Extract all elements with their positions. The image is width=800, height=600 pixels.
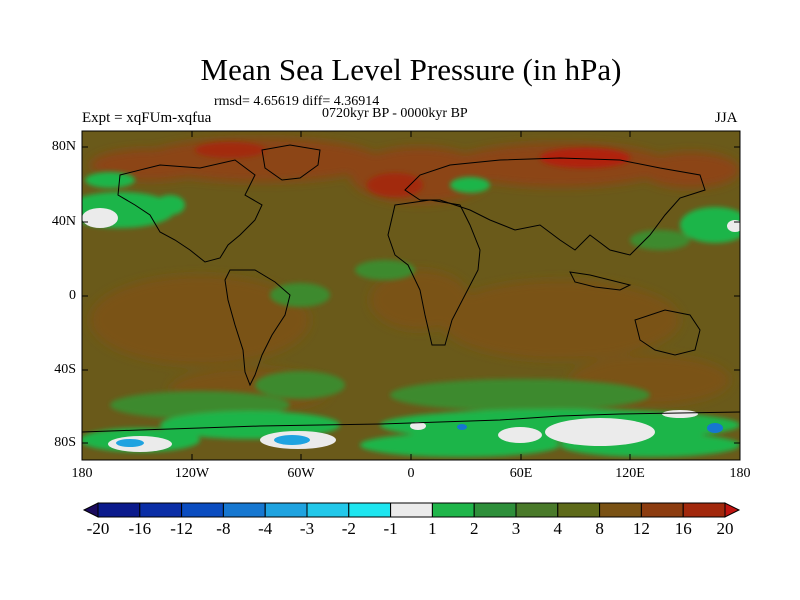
lon-label-120w: 120W — [174, 466, 210, 481]
colorbar-label: -3 — [299, 519, 315, 538]
colorbar-box — [181, 502, 224, 518]
colorbar-box — [222, 502, 266, 518]
colorbar-label: 2 — [469, 519, 479, 538]
season-label: JJA — [715, 110, 738, 126]
lon-label-180w: 180 — [71, 466, 93, 481]
colorbar-label: 1 — [428, 519, 437, 538]
colorbar-box — [348, 502, 392, 518]
colorbar-box — [139, 502, 183, 518]
colorbar-box — [557, 502, 601, 518]
coastlines — [82, 144, 740, 433]
colorbar-box — [515, 502, 559, 518]
colorbar-label: -8 — [216, 519, 231, 538]
colorbar-label: -12 — [170, 519, 193, 538]
colorbar-label: -1 — [383, 519, 398, 538]
rmsd-diff-stats: rmsd= 4.65619 diff= 4.36914 — [214, 94, 380, 109]
colorbar-box — [473, 502, 517, 518]
colorbar-box — [640, 502, 684, 518]
lon-label-60e: 60E — [509, 466, 533, 481]
colorbar-box — [264, 502, 308, 518]
colorbar-label: 3 — [511, 519, 521, 538]
colorbar-box — [682, 502, 726, 518]
colorbar-box — [390, 502, 433, 518]
lat-label-40s: 40S — [54, 362, 76, 377]
colorbar-label: -20 — [86, 519, 110, 538]
lon-label-60w: 60W — [287, 466, 315, 481]
colorbar-label: -2 — [341, 519, 356, 538]
colorbar-label: 20 — [716, 519, 734, 538]
strong-high-anomaly — [195, 142, 630, 197]
map-title: Mean Sea Level Pressure (in hPa) — [200, 52, 622, 87]
lat-label-0: 0 — [69, 288, 76, 303]
time-period-label: 0720kyr BP - 0000kyr BP — [322, 106, 468, 121]
lat-label-80s: 80S — [54, 435, 76, 450]
colorbar-box — [599, 502, 642, 518]
colorbar-label: 4 — [553, 519, 563, 538]
colorbar-label: -4 — [258, 519, 273, 538]
colorbar-box — [97, 502, 141, 518]
colorbar-label: 8 — [595, 519, 604, 538]
neutral-and-negative-patches — [82, 208, 740, 452]
lat-label-80n: 80N — [51, 139, 76, 154]
axis-ticks — [82, 131, 740, 460]
lat-label-40n: 40N — [51, 214, 76, 229]
colorbar-max-triangle — [724, 502, 741, 518]
colorbar-label: -16 — [128, 519, 152, 538]
colorbar-box — [306, 502, 350, 518]
experiment-label: Expt = xqFUm-xqfua — [82, 110, 212, 126]
colorbar-label: 16 — [674, 519, 692, 538]
colorbar-box — [431, 502, 475, 518]
lon-label-120e: 120E — [615, 466, 645, 481]
lon-label-0: 0 — [407, 466, 415, 481]
colorbar-label: 12 — [632, 519, 650, 538]
lon-label-180e: 180 — [729, 466, 751, 481]
colorbar-min-triangle — [82, 502, 99, 518]
